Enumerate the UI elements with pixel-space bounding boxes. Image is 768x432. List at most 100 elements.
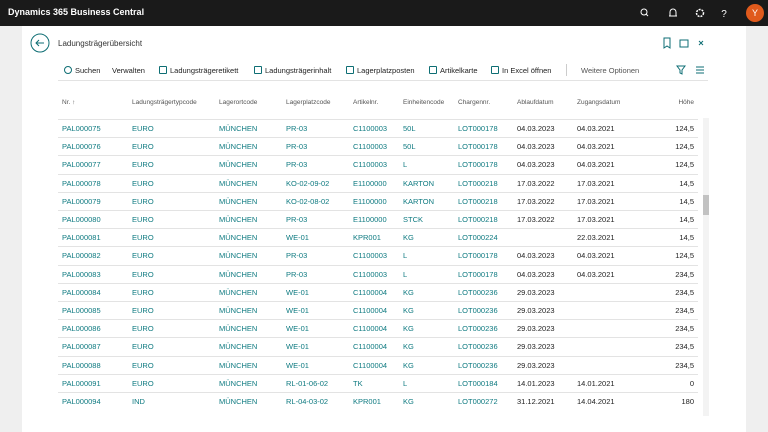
- table-cell[interactable]: EURO: [132, 178, 154, 188]
- table-cell[interactable]: MÜNCHEN: [219, 178, 258, 188]
- table-cell[interactable]: C1100004: [353, 287, 388, 297]
- table-cell[interactable]: PR-03: [286, 251, 308, 261]
- table-cell[interactable]: WE-01: [286, 360, 309, 370]
- action-button[interactable]: Lagerplatzposten: [357, 66, 415, 75]
- table-cell[interactable]: PAL000085: [62, 306, 101, 315]
- table-cell[interactable]: PAL000086: [62, 324, 101, 334]
- table-cell[interactable]: EURO: [132, 287, 154, 297]
- table-cell[interactable]: KG: [403, 306, 414, 315]
- table-cell[interactable]: LOT000178: [458, 269, 498, 279]
- table-cell[interactable]: C1100003: [353, 269, 388, 279]
- action-button[interactable]: Verwalten: [112, 66, 145, 75]
- table-cell[interactable]: MÜNCHEN: [219, 287, 258, 297]
- table-cell[interactable]: EURO: [132, 233, 154, 243]
- table-cell[interactable]: EURO: [132, 324, 154, 334]
- table-cell[interactable]: WE-01: [286, 306, 309, 315]
- table-cell[interactable]: KG: [403, 324, 414, 334]
- table-cell[interactable]: C1100003: [353, 124, 388, 133]
- table-cell[interactable]: STCK: [403, 215, 424, 224]
- table-cell[interactable]: EURO: [132, 196, 154, 206]
- table-cell[interactable]: PAL000087: [62, 342, 101, 352]
- table-cell[interactable]: KG: [403, 360, 414, 370]
- table-cell[interactable]: PAL000088: [62, 360, 101, 370]
- table-cell[interactable]: PAL000081: [62, 233, 101, 243]
- table-cell[interactable]: LOT000236: [458, 342, 498, 352]
- table-cell[interactable]: EURO: [132, 342, 154, 352]
- table-cell[interactable]: WE-01: [286, 342, 309, 352]
- table-cell[interactable]: RL-04-03-02: [286, 397, 329, 406]
- table-cell[interactable]: PAL000084: [62, 287, 101, 297]
- table-cell[interactable]: PAL000075: [62, 124, 101, 133]
- table-cell[interactable]: L: [403, 251, 408, 261]
- table-cell[interactable]: LOT000236: [458, 324, 498, 334]
- table-cell[interactable]: MÜNCHEN: [219, 196, 258, 206]
- table-cell[interactable]: EURO: [132, 124, 154, 133]
- table-cell[interactable]: IND: [132, 397, 145, 406]
- table-cell[interactable]: KO-02-09-02: [286, 178, 330, 188]
- table-cell[interactable]: EURO: [132, 306, 154, 315]
- table-cell[interactable]: PAL000078: [62, 178, 101, 188]
- table-cell[interactable]: C1100003: [353, 142, 388, 152]
- table-cell[interactable]: LOT000218: [458, 215, 498, 224]
- action-button[interactable]: Weitere Optionen: [581, 66, 640, 75]
- table-cell[interactable]: PR-03: [286, 215, 308, 224]
- column-header[interactable]: Zugangsdatum: [577, 99, 621, 106]
- table-cell[interactable]: L: [403, 269, 408, 279]
- avatar[interactable]: Y: [746, 4, 764, 22]
- app-icons[interactable]: ?: [636, 6, 736, 20]
- table-cell[interactable]: EURO: [132, 160, 154, 170]
- table-cell[interactable]: MÜNCHEN: [219, 124, 258, 133]
- table-cell[interactable]: LOT000236: [458, 360, 498, 370]
- table-cell[interactable]: C1100004: [353, 342, 388, 352]
- table-cell[interactable]: LOT000236: [458, 306, 498, 315]
- table-cell[interactable]: EURO: [132, 215, 154, 224]
- table-cell[interactable]: KG: [403, 342, 414, 352]
- table-cell[interactable]: 50L: [403, 142, 416, 152]
- table-cell[interactable]: PAL000076: [62, 142, 101, 152]
- table-cell[interactable]: WE-01: [286, 233, 309, 243]
- table-cell[interactable]: KARTON: [403, 196, 434, 206]
- column-header[interactable]: Chargennr.: [458, 99, 491, 106]
- table-cell[interactable]: PAL000079: [62, 196, 101, 206]
- table-cell[interactable]: LOT000178: [458, 142, 498, 152]
- column-header[interactable]: Ladungsträgertypcode: [132, 99, 197, 106]
- table-cell[interactable]: MÜNCHEN: [219, 251, 258, 261]
- table-cell[interactable]: L: [403, 160, 408, 170]
- table-cell[interactable]: E1100000: [353, 215, 387, 224]
- column-header[interactable]: Artikelnr.: [353, 99, 379, 106]
- scrollbar[interactable]: [703, 118, 709, 416]
- column-header[interactable]: Lagerortcode: [219, 99, 258, 106]
- table-cell[interactable]: MÜNCHEN: [219, 342, 258, 352]
- action-button[interactable]: Ladungsträgerinhalt: [265, 66, 332, 75]
- table-cell[interactable]: C1100004: [353, 360, 388, 370]
- table-cell[interactable]: LOT000184: [458, 378, 498, 388]
- table-cell[interactable]: L: [403, 378, 408, 388]
- table-cell[interactable]: EURO: [132, 142, 154, 152]
- table-cell[interactable]: MÜNCHEN: [219, 160, 258, 170]
- table-cell[interactable]: E1100000: [353, 178, 387, 188]
- column-header[interactable]: Einheitencode: [403, 99, 445, 106]
- table-cell[interactable]: PAL000082: [62, 251, 101, 261]
- filter-icons[interactable]: [676, 64, 706, 76]
- table-cell[interactable]: LOT000236: [458, 287, 498, 297]
- table-cell[interactable]: EURO: [132, 251, 154, 261]
- table-cell[interactable]: LOT000224: [458, 233, 498, 243]
- table-cell[interactable]: RL-01-06-02: [286, 378, 329, 388]
- table-cell[interactable]: PAL000083: [62, 269, 101, 279]
- page-icons[interactable]: [660, 37, 710, 49]
- table-cell[interactable]: PAL000080: [62, 215, 101, 224]
- action-button[interactable]: In Excel öffnen: [502, 66, 552, 75]
- table-cell[interactable]: KARTON: [403, 178, 434, 188]
- table-cell[interactable]: PAL000091: [62, 378, 101, 388]
- table-cell[interactable]: PAL000094: [62, 397, 101, 406]
- table-cell[interactable]: WE-01: [286, 324, 309, 334]
- table-cell[interactable]: MÜNCHEN: [219, 378, 258, 388]
- table-cell[interactable]: MÜNCHEN: [219, 306, 258, 315]
- table-cell[interactable]: PR-03: [286, 269, 308, 279]
- action-button[interactable]: Suchen: [75, 66, 101, 75]
- column-header[interactable]: Lagerplatzcode: [286, 99, 331, 106]
- table-cell[interactable]: KPR001: [353, 233, 381, 243]
- table-cell[interactable]: MÜNCHEN: [219, 397, 258, 406]
- table-cell[interactable]: C1100004: [353, 306, 388, 315]
- table-cell[interactable]: PR-03: [286, 160, 308, 170]
